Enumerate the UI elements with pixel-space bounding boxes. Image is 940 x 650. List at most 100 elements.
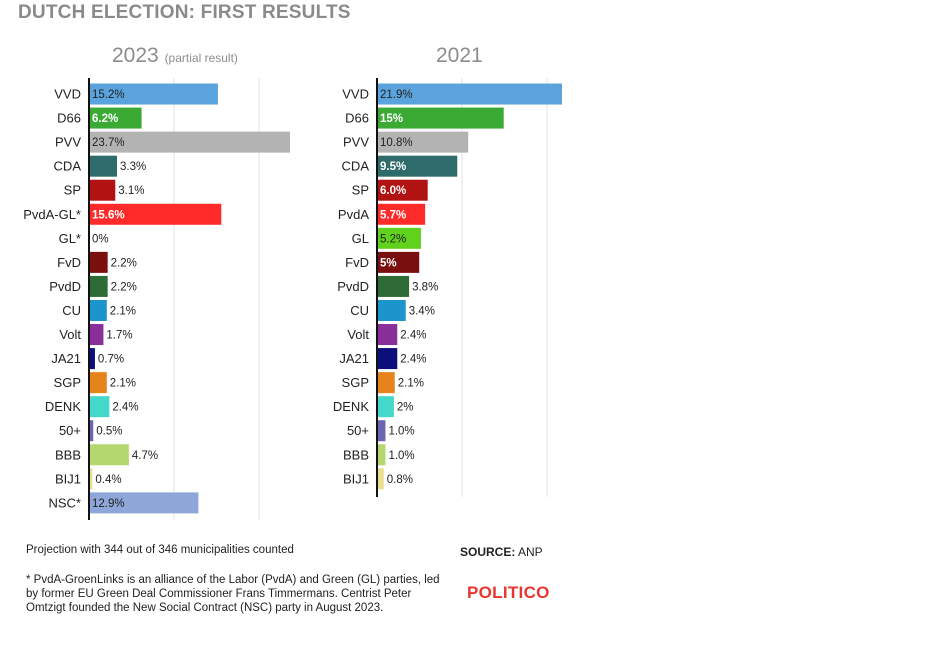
chart-2023-bar: [89, 83, 218, 105]
chart-2023-bar: [89, 155, 117, 177]
chart-2023-bar: [89, 420, 94, 442]
chart-2023-value-label: 2.4%: [112, 402, 138, 414]
chart-2021-category-label: CU: [350, 303, 369, 318]
chart-2023-category-label: BBB: [55, 447, 81, 462]
chart-2023-value-label: 4.7%: [132, 450, 158, 462]
chart-2021-value-label: 21.9%: [380, 89, 413, 101]
chart-2021-bar: [377, 444, 386, 466]
chart-2023-subtitle: (partial result): [164, 51, 238, 65]
chart-2021-bar: [377, 468, 384, 490]
chart-2023-category-label: DENK: [45, 399, 81, 414]
chart-2023-category-label: CDA: [54, 159, 82, 174]
chart-2021-value-label: 3.8%: [412, 281, 438, 293]
chart-2021-category-label: BBB: [343, 447, 369, 462]
chart-2023-value-label: 0.5%: [96, 426, 122, 438]
chart-2021-category-label: Volt: [347, 327, 369, 342]
source-credit: SOURCE: ANP: [460, 545, 543, 559]
chart-2023-value-label: 3.3%: [120, 161, 146, 173]
chart-2021-bar: [377, 83, 562, 105]
chart-2023-title: 2023: [112, 44, 159, 67]
chart-2021-bar: [377, 179, 428, 201]
chart-2021-category-label: 50+: [347, 423, 369, 438]
chart-2023-category-label: 50+: [59, 423, 81, 438]
chart-2023-bar: [89, 396, 110, 418]
chart-2023-value-label: 2.2%: [111, 281, 137, 293]
chart-2023-category-label: BIJ1: [55, 471, 81, 486]
chart-2023-category-label: VVD: [54, 87, 81, 102]
source-value: ANP: [518, 545, 543, 559]
chart-2021-category-label: DENK: [333, 399, 369, 414]
chart-2021-value-label: 1.0%: [388, 450, 414, 462]
chart-2021-value-label: 15%: [380, 113, 403, 125]
chart-2021-bar: [377, 251, 420, 273]
chart-2021-value-label: 6.0%: [380, 185, 406, 197]
chart-2023-value-label: 15.2%: [92, 89, 125, 101]
chart-2023-value-label: 0%: [92, 233, 109, 245]
chart-2021-category-label: D66: [345, 111, 369, 126]
chart-2021-category-label: PVV: [343, 135, 369, 150]
chart-2021-bar: [377, 299, 406, 321]
chart-2021-value-label: 2.1%: [398, 378, 424, 390]
chart-2023-bar: [89, 179, 116, 201]
chart-2021-bar: [377, 131, 469, 153]
chart-2023-category-label: SGP: [54, 375, 81, 390]
chart-2021-value-label: 1.0%: [388, 426, 414, 438]
chart-2023-value-label: 15.6%: [92, 209, 125, 221]
chart-2023-category-label: GL*: [59, 231, 81, 246]
chart-2023-category-label: D66: [57, 111, 81, 126]
chart-2021-bar: [377, 227, 421, 249]
chart-2023-value-label: 2.1%: [110, 378, 136, 390]
chart-2021-value-label: 2.4%: [400, 330, 426, 342]
chart-2021-value-label: 2%: [397, 402, 414, 414]
chart-2021-value-label: 5%: [380, 257, 397, 269]
chart-2021-category-label: SGP: [342, 375, 369, 390]
chart-2021-bar: [377, 396, 394, 418]
chart-2021-category-label: BIJ1: [343, 471, 369, 486]
page-title: DUTCH ELECTION: FIRST RESULTS: [18, 2, 351, 23]
chart-2021-value-label: 9.5%: [380, 161, 406, 173]
chart-2023-bar: [89, 492, 199, 514]
chart-2023-bar: [89, 299, 107, 321]
chart-2023-category-label: PvdD: [49, 279, 81, 294]
chart-2023-category-label: PvdA-GL*: [23, 207, 81, 222]
chart-2023-value-label: 23.7%: [92, 137, 125, 149]
chart-2023-category-label: JA21: [51, 351, 81, 366]
source-label: SOURCE:: [460, 545, 516, 559]
chart-2021-category-label: JA21: [339, 351, 369, 366]
chart-2023-bar: [89, 275, 108, 297]
chart-2021-bar: [377, 372, 395, 394]
chart-2023-bar: [89, 251, 108, 273]
chart-2023-bar: [89, 348, 95, 370]
chart-2021-value-label: 3.4%: [409, 305, 435, 317]
chart-2023-value-label: 12.9%: [92, 498, 125, 510]
chart-2023-bar: [89, 203, 222, 225]
chart-2021-bar: [377, 348, 398, 370]
chart-2021-bar: [377, 203, 426, 225]
chart-2023-bar: [89, 324, 104, 346]
chart-2021-category-label: PvdD: [337, 279, 369, 294]
chart-2021-value-label: 5.2%: [380, 233, 406, 245]
chart-2023-category-label: FvD: [57, 255, 81, 270]
chart-2023-category-label: PVV: [55, 135, 81, 150]
chart-2021-bar: [377, 107, 504, 129]
chart-2021-category-label: VVD: [342, 87, 369, 102]
projection-note: Projection with 344 out of 346 municipal…: [26, 544, 294, 556]
chart-2021-value-label: 0.8%: [387, 474, 413, 486]
chart-2023-value-label: 0.7%: [98, 354, 124, 366]
chart-2021-value-label: 10.8%: [380, 137, 413, 149]
chart-2021-category-label: PvdA: [338, 207, 369, 222]
chart-2021-heading: 2021: [436, 44, 483, 68]
chart-2023-category-label: SP: [64, 183, 81, 198]
chart-2023-category-label: NSC*: [48, 495, 81, 510]
chart-2021-category-label: CDA: [342, 159, 370, 174]
chart-2023-value-label: 0.4%: [95, 474, 121, 486]
chart-2021-value-label: 2.4%: [400, 354, 426, 366]
chart-2023-heading: 2023 (partial result): [112, 44, 238, 68]
chart-2021-bar: [377, 155, 458, 177]
footnote: * PvdA-GroenLinks is an alliance of the …: [26, 574, 440, 614]
chart-2023-category-label: CU: [62, 303, 81, 318]
chart-2021-category-label: GL: [352, 231, 369, 246]
chart-2021-bar: [377, 275, 410, 297]
